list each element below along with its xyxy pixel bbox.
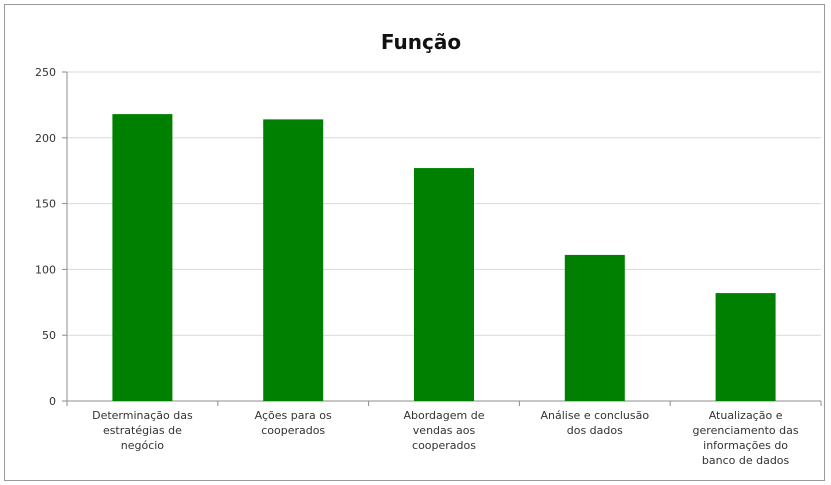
x-category-label: Análise e conclusão dos dados: [540, 409, 649, 437]
labels: 0 50 100 150 200 250 Determinação das estratégi…: [35, 66, 799, 467]
bar: [263, 119, 324, 401]
x-category-label: Abordagem de vendas aos cooperados: [403, 409, 484, 452]
y-tick-label: 0: [49, 395, 56, 408]
y-tick-label: 250: [35, 66, 56, 79]
x-category-label: Atualização e gerenciamento das informaçõe…: [693, 409, 799, 467]
y-tick-label: 150: [35, 198, 56, 211]
chart-frame: Função 0 50 100 150 200 250 Determinação das es…: [4, 4, 825, 481]
y-tick-label: 100: [35, 263, 56, 276]
x-category-label: Determinação das estratégias de negócio: [92, 409, 193, 452]
y-tick-label: 200: [35, 132, 56, 145]
bar: [564, 254, 625, 401]
x-category-label: Ações para os cooperados: [255, 409, 332, 437]
chart-title: Função: [381, 30, 461, 54]
bar: [715, 293, 776, 401]
y-tick-label: 50: [42, 329, 56, 342]
bars: [112, 114, 776, 401]
bar: [112, 114, 173, 401]
bar: [414, 168, 474, 401]
bar-chart: Função 0 50 100 150 200 250 Determinação das es…: [35, 30, 822, 467]
